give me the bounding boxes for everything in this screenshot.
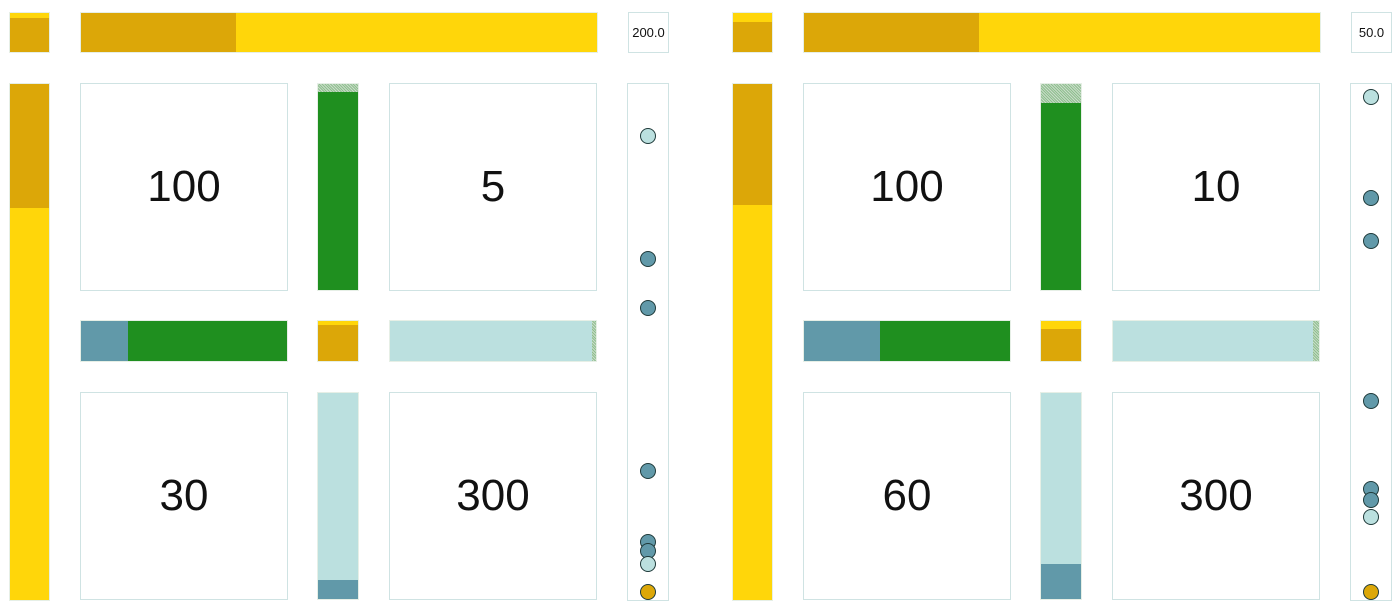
top-left-marginal-square [9, 12, 50, 53]
dot-marker [640, 251, 656, 268]
bar-segment-green [880, 321, 1010, 361]
left-marginal-bar [9, 83, 50, 601]
bar-segment-light_teal [1041, 393, 1081, 564]
bar-segment-green [1041, 102, 1081, 290]
bar-segment-hatch [1312, 321, 1319, 361]
bar-segment-yellow [733, 13, 772, 23]
bar-segment-light_teal [318, 393, 358, 581]
bar-segment-teal [318, 580, 358, 599]
middle-horizontal-bar-right [1112, 320, 1320, 362]
dot-marker [640, 584, 656, 600]
bar-segment-yellow [979, 13, 1320, 52]
middle-horizontal-bar-left [80, 320, 288, 362]
cell-bottom-left: 30 [80, 392, 288, 600]
bar-segment-gold [81, 13, 236, 52]
dot-marker [1363, 393, 1379, 410]
matrix-panel-2: 50.0 100 10 60 300 [723, 0, 1400, 615]
bar-segment-yellow [733, 205, 772, 600]
cell-top-right: 10 [1112, 83, 1320, 291]
dot-marker [1363, 189, 1379, 206]
center-marginal-square [1040, 320, 1082, 362]
bar-segment-yellow [318, 321, 358, 325]
dot-marker [640, 127, 656, 144]
dot-marker [1363, 233, 1379, 250]
bar-segment-yellow [10, 207, 49, 600]
bar-segment-teal [81, 321, 129, 361]
scale-label: 50.0 [1351, 12, 1392, 53]
scale-label: 200.0 [628, 12, 669, 53]
bar-segment-gold [10, 84, 49, 208]
bar-segment-green [128, 321, 287, 361]
left-marginal-bar [732, 83, 773, 601]
cell-bottom-right: 300 [389, 392, 597, 600]
bar-segment-hatch [1041, 84, 1081, 103]
bar-segment-gold [733, 22, 772, 52]
dot-marker [1363, 509, 1379, 526]
middle-vertical-bar-top [1040, 83, 1082, 291]
bar-segment-hatch [591, 321, 596, 361]
dot-strip [1350, 83, 1392, 601]
bar-segment-light_teal [1113, 321, 1313, 361]
bar-segment-gold [1041, 329, 1081, 361]
dot-marker [1363, 584, 1379, 600]
cell-top-left: 100 [803, 83, 1011, 291]
bar-segment-yellow [235, 13, 597, 52]
dot-marker [640, 463, 656, 479]
dot-marker [1363, 88, 1379, 105]
bar-segment-yellow [10, 13, 49, 18]
matrix-panel-1: 200.0 100 5 30 300 [0, 0, 680, 615]
cell-top-left: 100 [80, 83, 288, 291]
dot-marker [1363, 492, 1379, 509]
bar-segment-yellow [1041, 321, 1081, 329]
middle-vertical-bar-bottom [1040, 392, 1082, 600]
bar-segment-gold [733, 84, 772, 206]
middle-horizontal-bar-right [389, 320, 597, 362]
middle-vertical-bar-top [317, 83, 359, 291]
bar-segment-green [318, 92, 358, 290]
top-marginal-bar [80, 12, 598, 53]
top-left-marginal-square [732, 12, 773, 53]
bar-segment-hatch [318, 84, 358, 93]
bar-segment-light_teal [390, 321, 592, 361]
bar-segment-gold [10, 17, 49, 52]
center-marginal-square [317, 320, 359, 362]
bar-segment-teal [1041, 563, 1081, 599]
dot-marker [640, 300, 656, 317]
dot-marker [640, 555, 656, 572]
bar-segment-gold [318, 325, 358, 361]
cell-bottom-right: 300 [1112, 392, 1320, 600]
cell-top-right: 5 [389, 83, 597, 291]
bar-segment-gold [804, 13, 980, 52]
bar-segment-teal [804, 321, 881, 361]
middle-horizontal-bar-left [803, 320, 1011, 362]
top-marginal-bar [803, 12, 1321, 53]
cell-bottom-left: 60 [803, 392, 1011, 600]
middle-vertical-bar-bottom [317, 392, 359, 600]
dot-strip [627, 83, 669, 601]
